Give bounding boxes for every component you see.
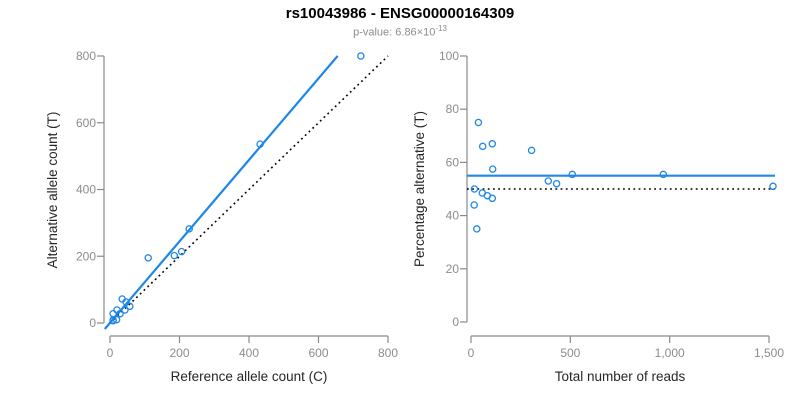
right-y-tick-label: 100 — [439, 49, 459, 63]
left-y-tick-label: 600 — [76, 116, 96, 130]
plot-title: rs10043986 - ENSG00000164309 — [285, 5, 515, 22]
left-y-tick-label: 800 — [76, 49, 96, 63]
left-data-point — [144, 254, 152, 262]
left-data-point — [126, 302, 134, 311]
fitted-line — [103, 55, 339, 330]
right-y-tick-label: 60 — [446, 155, 460, 169]
right-y-tick-label: 0 — [452, 315, 459, 329]
right-data-point — [470, 201, 478, 209]
left-data-point — [109, 316, 117, 325]
right-data-point — [769, 182, 777, 191]
right-x-tick-label: 500 — [560, 346, 580, 360]
identity-line — [109, 55, 389, 324]
left-x-tick-label: 0 — [107, 346, 114, 360]
right-y-axis-title: Percentage alternative (T) — [412, 111, 427, 267]
right-data-point — [474, 118, 483, 127]
left-x-tick-label: 200 — [169, 346, 189, 360]
right-x-axis-title: Total number of reads — [555, 369, 686, 384]
right-y-tick-label: 20 — [446, 262, 460, 276]
right-data-point — [470, 185, 479, 193]
left-data-point — [177, 247, 186, 256]
left-x-axis-title: Reference allele count (C) — [171, 369, 328, 384]
left-data-point — [121, 306, 129, 314]
right-x-tick-label: 1,000 — [655, 346, 685, 360]
left-data-point — [256, 140, 264, 148]
right-data-point — [473, 225, 481, 233]
right-data-point — [478, 142, 487, 151]
left-data-point — [112, 315, 121, 324]
plot-subtitle: p-value: 6.86×10-13 — [0, 24, 800, 39]
right-y-tick-label: 80 — [446, 102, 460, 116]
right-x-tick-label: 1,500 — [754, 346, 784, 360]
left-y-axis-title: Alternative allele count (T) — [45, 112, 60, 269]
p-value-exponent: -13 — [435, 24, 447, 33]
left-data-point — [122, 298, 130, 306]
left-data-point — [170, 251, 179, 260]
left-x-tick-label: 600 — [308, 346, 328, 360]
left-data-point — [185, 225, 193, 233]
left-y-tick-label: 200 — [76, 249, 96, 263]
left-data-point — [357, 52, 365, 60]
left-x-tick-label: 400 — [239, 346, 259, 360]
left-data-point — [116, 309, 124, 318]
right-data-point — [488, 194, 497, 203]
right-data-point — [552, 179, 561, 188]
right-data-point — [544, 177, 553, 185]
right-data-point — [568, 170, 577, 179]
left-data-point — [109, 309, 117, 318]
right-data-point — [488, 165, 497, 173]
right-data-point — [659, 170, 668, 179]
right-data-point — [488, 140, 497, 148]
left-y-tick-label: 400 — [76, 183, 96, 197]
left-y-tick-label: 0 — [89, 316, 96, 330]
right-data-point — [527, 146, 536, 155]
left-x-tick-label: 800 — [378, 346, 398, 360]
p-value-text: p-value: 6.86×10 — [353, 26, 436, 39]
right-y-tick-label: 40 — [446, 209, 460, 223]
right-x-tick-label: 0 — [468, 346, 475, 360]
